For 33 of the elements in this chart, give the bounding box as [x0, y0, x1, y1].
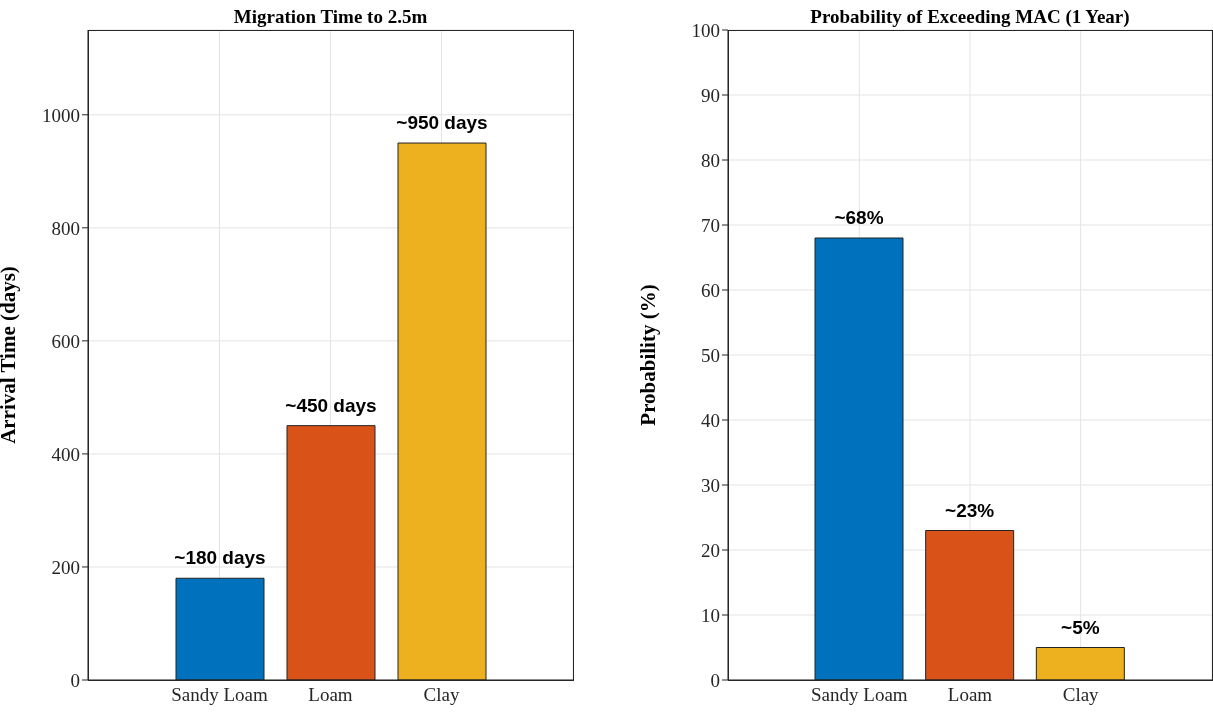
y-tick-label: 1000	[42, 104, 80, 126]
y-axis-title: Probability (%)	[635, 284, 661, 426]
y-tick-label: 100	[691, 19, 720, 41]
y-tick-label: 600	[51, 330, 80, 352]
y-tick-label: 90	[701, 84, 720, 106]
chart-title: Probability of Exceeding MAC (1 Year)	[809, 6, 1131, 28]
data-label: ~180 days	[174, 547, 266, 569]
y-tick-label: 60	[701, 279, 720, 301]
y-tick-label: 20	[701, 539, 720, 561]
y-tick-label: 80	[701, 149, 720, 171]
y-axis-title: Arrival Time (days)	[0, 266, 21, 444]
data-label: ~950 days	[396, 112, 488, 134]
y-tick-label: 10	[701, 604, 720, 626]
y-tick-label: 0	[70, 669, 80, 691]
x-tick-label: Loam	[308, 684, 353, 706]
data-label: ~68%	[834, 207, 884, 228]
x-tick-label: Clay	[1062, 684, 1100, 706]
y-tick-label: 800	[51, 217, 80, 239]
x-tick-label: Sandy Loam	[171, 684, 268, 706]
data-label: ~450 days	[285, 394, 377, 416]
y-tick-label: 40	[701, 409, 720, 431]
y-tick-label: 50	[701, 344, 720, 366]
chart-title: Migration Time to 2.5m	[232, 6, 429, 28]
x-tick-label: Sandy Loam	[811, 684, 908, 706]
y-tick-label: 70	[701, 214, 720, 236]
data-label: ~5%	[1061, 616, 1100, 638]
x-tick-label: Clay	[423, 684, 460, 706]
y-tick-label: 200	[51, 556, 80, 578]
y-tick-label: 400	[51, 443, 80, 465]
data-label: ~23%	[945, 499, 995, 521]
x-tick-label: Loam	[947, 684, 993, 706]
y-tick-label: 0	[710, 669, 720, 691]
y-tick-label: 30	[701, 474, 720, 496]
